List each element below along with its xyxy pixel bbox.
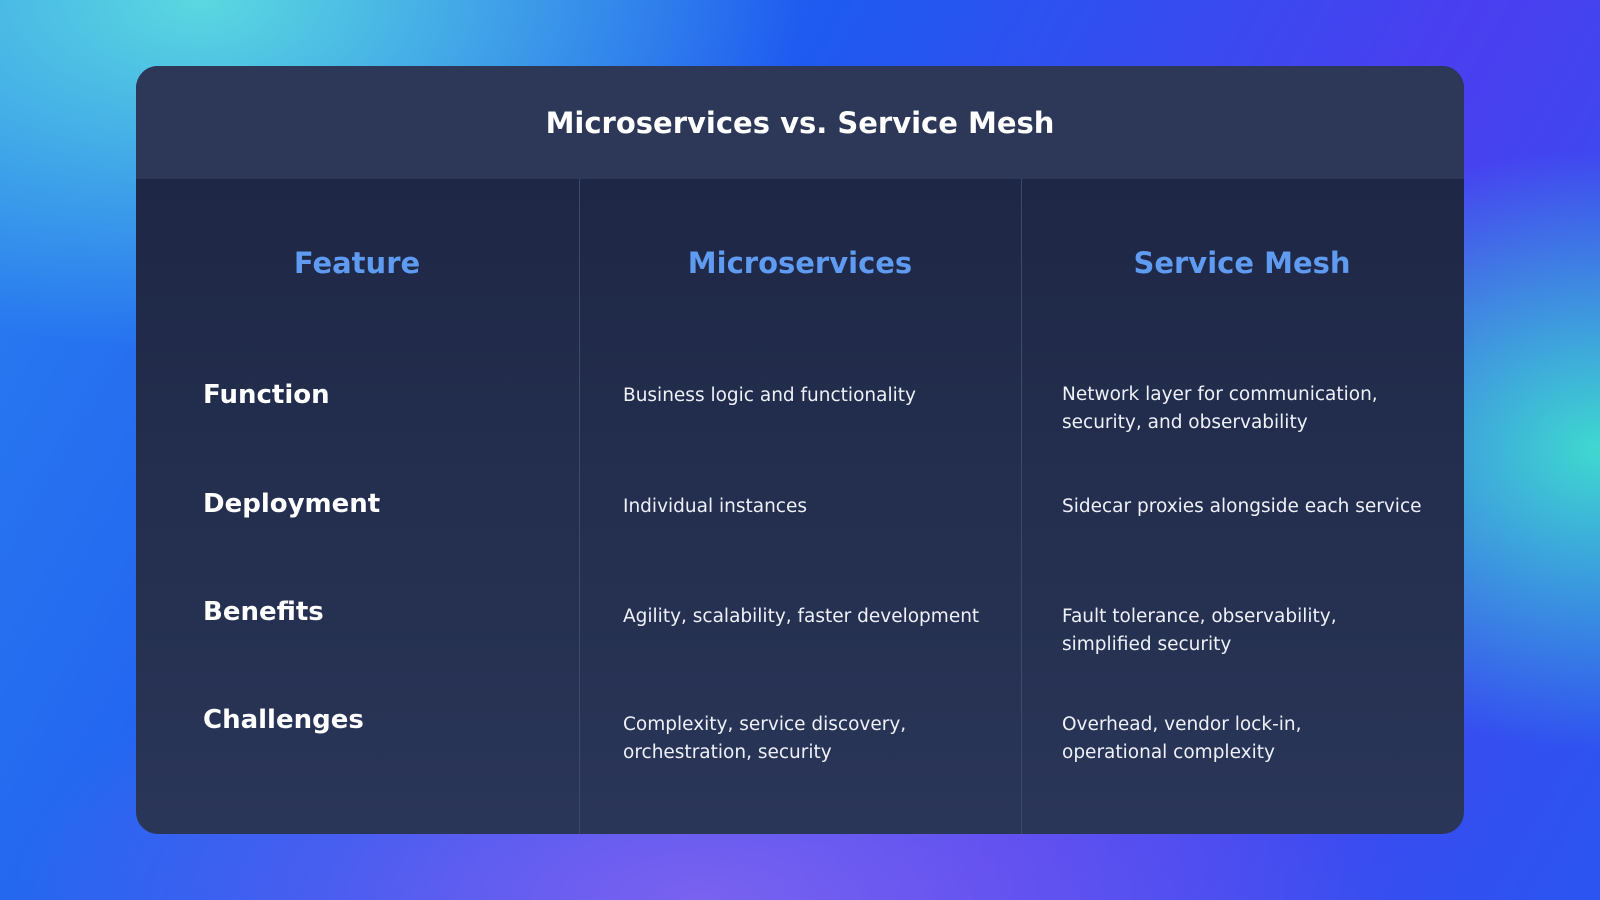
service-mesh-cell: Sidecar proxies alongside each service [1062,496,1422,517]
table-title-bar: Microservices vs. Service Mesh [136,66,1464,179]
service-mesh-cell: Overhead, vendor lock-in, operational co… [1062,714,1302,763]
service-mesh-cell: Fault tolerance, observability, simplifi… [1062,606,1337,655]
comparison-table: Microservices vs. Service Mesh Feature M… [136,66,1464,834]
feature-label: Deployment [203,489,381,519]
microservices-cell: Agility, scalability, faster development [623,606,980,627]
microservices-cell: Individual instances [623,496,807,517]
column-header-microservices: Microservices [687,246,913,280]
service-mesh-cell: Network layer for communication, securit… [1062,384,1378,433]
column-divider [579,179,580,834]
column-header-service-mesh: Service Mesh [1133,246,1351,280]
column-header-feature: Feature [293,246,421,280]
microservices-cell: Business logic and functionality [623,385,916,406]
feature-label: Benefits [203,597,324,627]
feature-label: Function [203,380,330,410]
feature-label: Challenges [203,705,364,735]
table-title: Microservices vs. Service Mesh [545,105,1055,140]
microservices-cell: Complexity, service discovery, orchestra… [623,714,907,763]
column-divider [1021,179,1022,834]
